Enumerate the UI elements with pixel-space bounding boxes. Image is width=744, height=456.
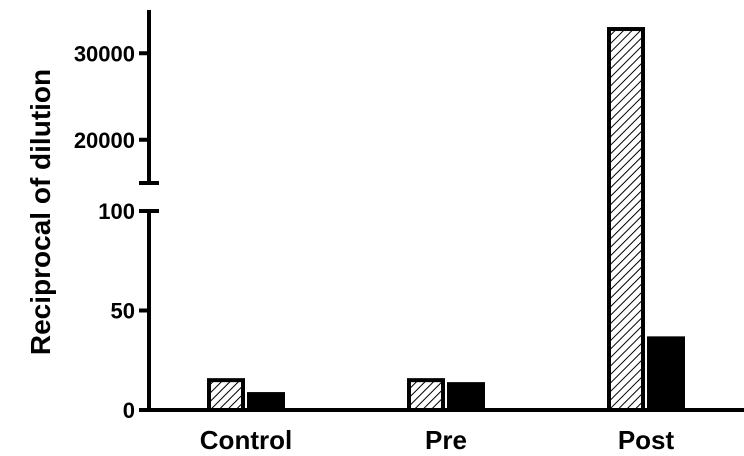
hatched-bar-post (607, 27, 645, 413)
solid-bar-pre (447, 382, 485, 413)
y-tick-label: 20000 (74, 128, 135, 153)
solid-bar-control (247, 392, 285, 412)
x-category-label: Control (200, 425, 292, 455)
y-tick-label: 30000 (74, 41, 135, 66)
y-tick-label: 0 (123, 398, 135, 423)
hatched-bar-control (207, 378, 245, 412)
y-ticks: 0 50 100 20000 30000 (74, 41, 149, 423)
y-tick-label: 100 (98, 199, 135, 224)
y-tick-label: 50 (111, 299, 135, 324)
solid-bar-post (647, 336, 685, 412)
hatched-bar-pre (407, 378, 445, 412)
bars (207, 27, 685, 413)
x-category-label: Post (618, 425, 675, 455)
x-category-label: Pre (425, 425, 467, 455)
x-category-labels: Control Pre Post (200, 425, 675, 455)
y-axis-title: Reciprocal of dilution (25, 69, 56, 355)
